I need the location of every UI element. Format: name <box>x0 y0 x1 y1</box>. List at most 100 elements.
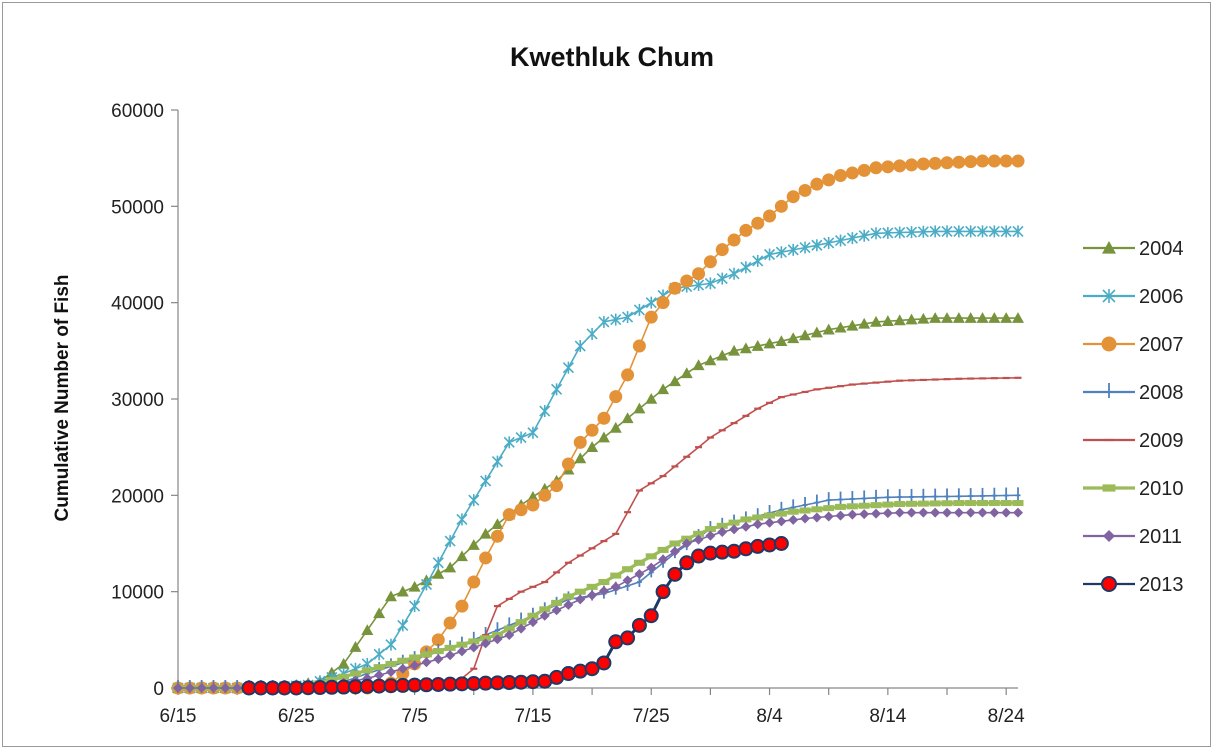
data-point <box>881 315 894 326</box>
data-point <box>1000 225 1012 238</box>
data-point <box>861 490 867 504</box>
y-tick-label: 20000 <box>111 486 164 507</box>
data-point <box>846 232 858 245</box>
data-point <box>361 667 373 674</box>
data-point <box>716 349 729 361</box>
y-tick-label: 60000 <box>111 101 164 122</box>
data-point <box>562 593 574 600</box>
data-point <box>503 436 515 449</box>
data-point <box>1012 225 1024 238</box>
data-point <box>775 246 787 259</box>
data-point <box>610 313 622 326</box>
data-point <box>728 344 741 356</box>
data-point <box>905 158 919 172</box>
data-point <box>444 535 456 548</box>
axes: 0 10000 20000 30000 40000 50000 60000 6/15 6/25 7… <box>111 101 1025 727</box>
data-point <box>964 312 977 323</box>
data-point <box>987 154 1001 168</box>
data-point <box>584 661 600 677</box>
data-point <box>988 312 1001 323</box>
data-point <box>455 550 468 562</box>
data-point <box>586 441 599 452</box>
data-point <box>574 452 587 464</box>
data-point <box>373 607 386 619</box>
x-tick-label: 8/4 <box>756 706 783 727</box>
data-point <box>838 491 844 505</box>
data-point <box>173 683 183 693</box>
legend-item-2008: 2008 <box>1083 382 1184 404</box>
data-point <box>870 315 883 327</box>
data-point <box>952 312 965 323</box>
data-point <box>526 498 540 512</box>
data-point <box>728 267 740 280</box>
data-point <box>941 500 953 507</box>
data-point <box>968 488 974 502</box>
data-point <box>409 660 420 671</box>
data-point <box>586 327 598 340</box>
data-point <box>574 340 586 353</box>
data-point <box>857 163 871 177</box>
data-point <box>374 670 385 681</box>
data-point <box>859 509 870 520</box>
data-point <box>551 605 562 616</box>
data-point <box>397 663 408 674</box>
data-point <box>539 405 551 418</box>
data-point <box>835 503 847 510</box>
data-point <box>928 156 942 170</box>
data-point <box>610 572 622 579</box>
data-point <box>609 390 623 404</box>
data-point <box>905 313 918 325</box>
y-axis-title: Cumulative Number of Fish <box>52 274 73 521</box>
data-point <box>444 561 457 573</box>
data-point <box>645 393 658 404</box>
data-point <box>751 216 765 230</box>
data-point <box>893 314 906 326</box>
data-point <box>822 173 836 187</box>
data-point <box>669 540 681 547</box>
data-point <box>680 367 693 379</box>
data-point <box>598 586 609 597</box>
data-point <box>515 431 527 444</box>
x-tick-label: 7/5 <box>401 706 427 727</box>
data-point <box>338 673 350 680</box>
y-tick-label: 50000 <box>111 197 164 218</box>
data-point <box>656 296 670 310</box>
data-point <box>420 578 433 591</box>
data-point <box>717 526 728 537</box>
data-point <box>858 317 871 329</box>
data-point <box>680 274 694 288</box>
data-point <box>822 323 835 335</box>
data-point <box>456 641 468 648</box>
x-tick-label: 6/25 <box>278 706 315 727</box>
data-point <box>703 255 717 269</box>
data-point <box>1103 530 1115 542</box>
data-point <box>858 229 870 242</box>
data-point <box>726 543 742 559</box>
data-point <box>631 617 647 633</box>
data-point <box>480 474 492 487</box>
data-point <box>988 225 1000 238</box>
data-point <box>799 241 811 254</box>
data-point <box>456 513 468 526</box>
data-point <box>490 529 504 543</box>
data-point <box>823 511 834 522</box>
data-point <box>597 431 610 443</box>
data-point <box>834 234 847 247</box>
data-point <box>208 683 219 693</box>
data-point <box>622 311 634 324</box>
data-point <box>409 654 421 661</box>
data-point <box>644 310 658 324</box>
data-point <box>940 156 954 170</box>
data-point <box>739 342 752 354</box>
data-point <box>468 494 480 507</box>
data-point <box>551 599 563 606</box>
data-point <box>409 600 421 613</box>
data-point <box>752 519 763 530</box>
data-point <box>764 517 775 528</box>
data-point <box>893 159 907 173</box>
data-point <box>232 683 243 693</box>
data-point <box>751 340 764 351</box>
data-point <box>752 514 764 521</box>
data-point <box>977 500 989 507</box>
data-point <box>396 585 409 597</box>
